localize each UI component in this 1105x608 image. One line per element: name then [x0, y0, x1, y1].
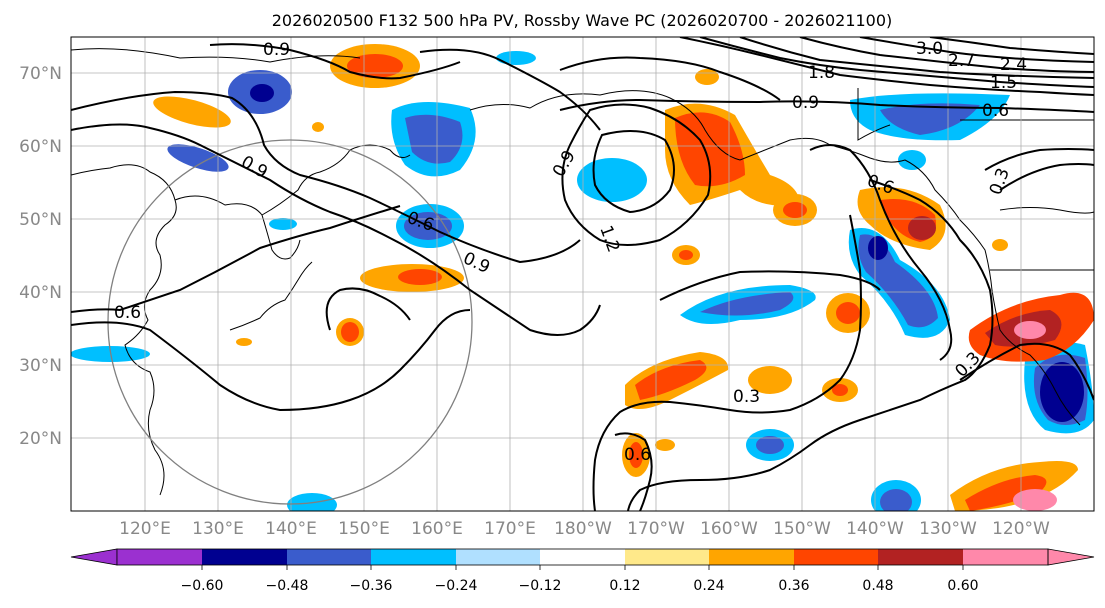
colorbar: −0.60 −0.48 −0.36 −0.24 −0.12 0.12 0.24 … [70, 548, 1095, 594]
pos-anomaly [748, 366, 792, 394]
colorbar-max-extend [1047, 548, 1095, 566]
colorbar-segment [456, 549, 540, 565]
pos-anomaly [832, 384, 848, 396]
colorbar-segment [878, 549, 963, 565]
lon-label: 140°E [265, 519, 317, 539]
lon-label: 120°E [119, 519, 171, 539]
pos-anomaly [783, 202, 807, 218]
contour-label: 0.9 [792, 93, 819, 113]
colorbar-tick-label: −0.60 [181, 578, 224, 594]
colorbar-segment [202, 549, 287, 565]
colorbar-tick-label: 0.60 [947, 578, 978, 594]
colorbar-tick-label: 0.24 [693, 578, 724, 594]
neg-anomaly-core [1040, 362, 1084, 422]
pos-anomaly [236, 338, 252, 346]
lon-label: 170°E [484, 519, 536, 539]
lon-label: 140°W [846, 519, 904, 539]
colorbar-segment [540, 549, 625, 565]
colorbar-segment [709, 549, 794, 565]
longitude-labels: 120°E 130°E 140°E 150°E 160°E 170°E 180°… [119, 519, 1050, 539]
neg-anomaly-core [868, 236, 888, 260]
neg-anomaly [405, 114, 463, 164]
pos-anomaly [635, 360, 707, 400]
lat-label: 40°N [19, 283, 62, 303]
neg-anomaly [167, 144, 229, 172]
colorbar-min-extend [70, 548, 118, 566]
pos-anomaly [1014, 321, 1046, 339]
contour-label: 0.6 [982, 101, 1009, 121]
map-title: 2026020500 F132 500 hPa PV, Rossby Wave … [272, 11, 893, 30]
pos-anomaly [908, 216, 936, 240]
neg-anomaly [577, 158, 647, 202]
pos-anomaly [836, 302, 860, 324]
pos-anomaly [398, 269, 442, 285]
lon-label: 180°W [554, 519, 612, 539]
lon-label: 130°E [192, 519, 244, 539]
contour-label: 2.4 [1000, 55, 1027, 75]
neg-anomaly [898, 150, 926, 170]
colorbar-tick-label: −0.36 [350, 578, 393, 594]
colorbar-tick-label: −0.24 [435, 578, 478, 594]
latitude-labels: 70°N 60°N 50°N 40°N 30°N 20°N [19, 64, 62, 449]
pos-anomaly [629, 442, 643, 468]
colorbar-tick-label: −0.12 [519, 578, 562, 594]
lat-label: 20°N [19, 429, 62, 449]
contour-label: 3.0 [916, 39, 943, 59]
colorbar-tick-label: 0.48 [862, 578, 893, 594]
lon-label: 170°W [627, 519, 685, 539]
contour-label: 1.8 [808, 63, 835, 83]
contour-label: 0.6 [114, 303, 141, 323]
lon-label: 160°W [700, 519, 758, 539]
neg-anomaly [880, 103, 980, 135]
neg-anomaly-core [250, 84, 274, 102]
lon-label: 160°E [411, 519, 463, 539]
pos-anomaly [153, 96, 231, 128]
pos-anomaly [695, 69, 719, 85]
lat-label: 70°N [19, 64, 62, 84]
neg-anomaly [496, 51, 536, 65]
neg-anomaly [287, 493, 337, 511]
pos-anomaly [1013, 489, 1057, 511]
lat-label: 60°N [19, 137, 62, 157]
contour-label: 0.3 [733, 387, 760, 407]
pos-anomaly [679, 250, 693, 260]
contour-label: 0.6 [624, 445, 651, 465]
lat-label: 50°N [19, 210, 62, 230]
pos-anomaly [655, 439, 675, 451]
colorbar-segment [117, 549, 202, 565]
lon-label: 150°E [338, 519, 390, 539]
colorbar-tick-label: −0.48 [266, 578, 309, 594]
neg-anomaly [756, 436, 784, 454]
colorbar-segment [794, 549, 878, 565]
colorbar-segment [625, 549, 709, 565]
colorbar-tick-label: 0.12 [609, 578, 640, 594]
neg-anomaly [880, 489, 912, 511]
contour-label: 1.5 [990, 73, 1017, 93]
lon-label: 150°W [773, 519, 831, 539]
lon-label: 120°W [992, 519, 1050, 539]
lon-label: 130°W [919, 519, 977, 539]
pos-anomaly [312, 122, 324, 132]
contour-label: 2.7 [948, 51, 975, 71]
colorbar-tick-label: 0.36 [778, 578, 809, 594]
colorbar-segment [963, 549, 1048, 565]
pos-anomaly [675, 112, 745, 187]
neg-anomaly [700, 292, 794, 316]
colorbar-segment [371, 549, 456, 565]
pos-anomaly [965, 475, 1047, 511]
pos-anomaly [347, 54, 403, 78]
lat-label: 30°N [19, 356, 62, 376]
colorbar-segment [287, 549, 371, 565]
contour-label: 0.9 [263, 40, 290, 60]
map-panel[interactable]: 0.9 0.9 0.6 0.9 0.6 0.9 1.2 1.8 3.0 2.7 … [70, 37, 1094, 520]
neg-anomaly [269, 218, 297, 230]
map-frame [70, 36, 1095, 512]
pv-contours [71, 37, 1094, 511]
pos-anomaly [992, 239, 1008, 251]
pos-anomaly [341, 322, 359, 342]
